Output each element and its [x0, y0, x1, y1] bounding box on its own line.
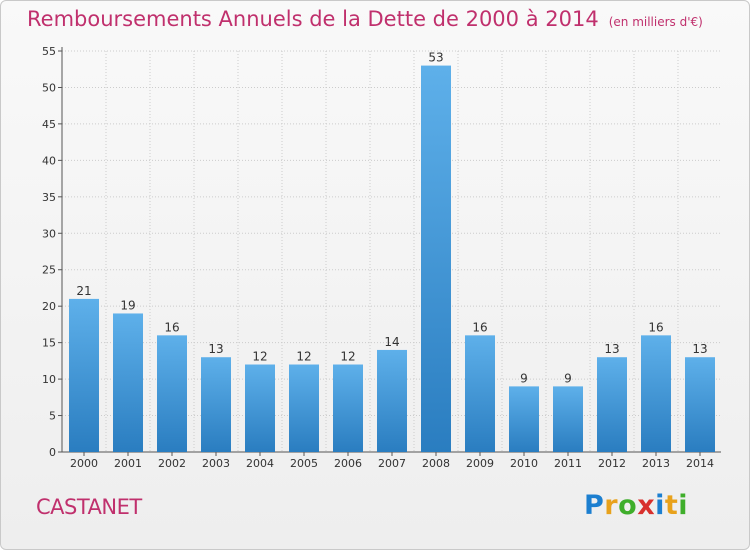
logo-letter: o	[618, 490, 638, 521]
data-labels: 21 19 16 13 12 12 12 14 53 16 9 9 13 16 13	[76, 51, 707, 386]
data-label: 19	[120, 298, 135, 312]
y-tick-label: 40	[42, 154, 56, 167]
chart-title: Remboursements Annuels de la Dette de 20…	[27, 7, 703, 31]
data-label: 13	[692, 342, 707, 356]
bar	[509, 386, 539, 452]
bar	[157, 335, 187, 452]
chart-title-text: Remboursements Annuels de la Dette de 20…	[27, 7, 599, 31]
bar	[465, 335, 495, 452]
y-tick-label: 15	[42, 337, 56, 350]
logo-letter: r	[604, 490, 619, 521]
data-label: 14	[384, 335, 399, 349]
x-tick-label: 2014	[686, 457, 714, 470]
y-tick-labels: 0 5 10 15 20 25 30 35 40 45 50 55	[42, 45, 56, 459]
x-tick-label: 2001	[114, 457, 142, 470]
x-tick-label: 2011	[554, 457, 582, 470]
data-label: 13	[604, 342, 619, 356]
data-label: 53	[428, 51, 443, 65]
y-tick-label: 35	[42, 191, 56, 204]
bar	[597, 357, 627, 452]
bar	[201, 357, 231, 452]
data-label: 12	[340, 350, 355, 364]
y-tick-label: 10	[42, 373, 56, 386]
bar	[245, 364, 275, 452]
bar	[553, 386, 583, 452]
chart-subtitle: (en milliers d'€)	[608, 15, 703, 29]
data-label: 13	[208, 342, 223, 356]
x-tick-labels: 2000 2001 2002 2003 2004 2005 2006 2007 2008 2009…	[70, 457, 714, 470]
x-tick-label: 2013	[642, 457, 670, 470]
logo-letter: P	[584, 490, 605, 521]
y-tick-label: 5	[49, 410, 56, 423]
data-label: 9	[564, 371, 572, 385]
x-tick-label: 2002	[158, 457, 186, 470]
bar	[685, 357, 715, 452]
x-tick-label: 2007	[378, 457, 406, 470]
data-label: 16	[648, 320, 663, 334]
bar	[641, 335, 671, 452]
logo-letter: x	[637, 490, 656, 521]
bars	[69, 65, 715, 452]
data-label: 16	[472, 320, 487, 334]
bar	[69, 298, 99, 452]
commune-name: CASTANET	[36, 495, 142, 519]
proxiti-logo: Proxiti	[584, 490, 688, 521]
y-tick-label: 30	[42, 227, 56, 240]
logo-letter: t	[664, 490, 679, 521]
x-tick-label: 2004	[246, 457, 274, 470]
data-label: 21	[76, 284, 91, 298]
logo-letter: i	[655, 490, 665, 521]
x-tick-label: 2010	[510, 457, 538, 470]
y-tick-label: 45	[42, 118, 56, 131]
x-tick-label: 2000	[70, 457, 98, 470]
y-tick-label: 25	[42, 264, 56, 277]
data-label: 12	[252, 350, 267, 364]
bar	[333, 364, 363, 452]
data-label: 16	[164, 320, 179, 334]
data-label: 12	[296, 350, 311, 364]
y-tick-label: 50	[42, 81, 56, 94]
data-label: 9	[520, 371, 528, 385]
bar	[377, 349, 407, 452]
y-tick-label: 0	[49, 446, 56, 459]
bar	[421, 65, 451, 452]
x-tick-label: 2006	[334, 457, 362, 470]
logo-letter: i	[678, 490, 689, 521]
bar	[289, 364, 319, 452]
x-tick-label: 2008	[422, 457, 450, 470]
bar	[113, 313, 143, 452]
y-tick-label: 20	[42, 300, 56, 313]
x-tick-label: 2003	[202, 457, 230, 470]
x-tick-label: 2009	[466, 457, 494, 470]
x-tick-label: 2005	[290, 457, 318, 470]
x-tick-label: 2012	[598, 457, 626, 470]
y-tick-label: 55	[42, 45, 56, 58]
